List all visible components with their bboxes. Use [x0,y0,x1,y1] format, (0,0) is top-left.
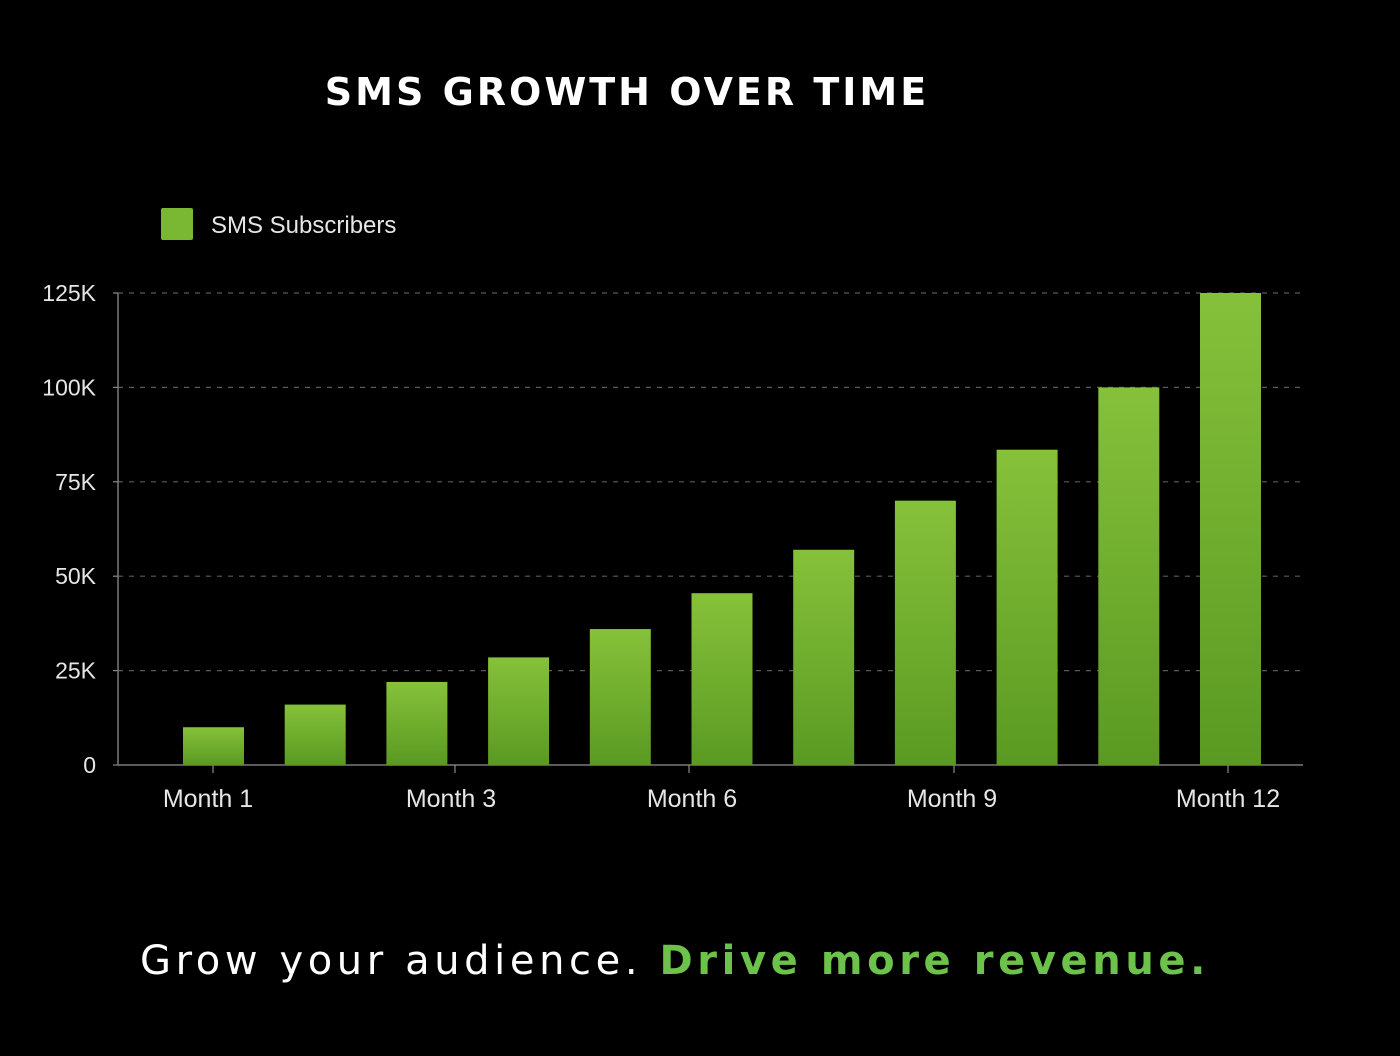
bar [996,449,1058,765]
x-tick-label: Month 6 [647,785,737,813]
bar [793,549,855,765]
y-tick-label: 125K [42,280,96,306]
legend-label: SMS Subscribers [211,212,396,239]
tagline: Grow your audience. Drive more revenue. [140,938,1210,984]
grid-lines [113,292,1303,766]
y-tick-label: 100K [42,374,96,400]
legend-swatch [161,208,193,240]
x-axis-ticks: Month 1 Month 3 Month 6 Month 9 Month 12 [163,765,1280,813]
x-tick-label: Month 12 [1176,785,1280,813]
bars [183,293,1261,765]
chart-title: SMS GROWTH OVER TIME [324,70,930,114]
bar [284,704,346,765]
bar [691,593,753,765]
x-tick-label: Month 3 [406,785,496,813]
tagline-plain: Grow your audience. [140,938,643,984]
bar [589,629,651,765]
bar [386,681,448,765]
y-tick-label: 75K [55,469,97,495]
bar [894,500,956,765]
bar [1098,387,1160,765]
y-tick-label: 0 [83,752,96,778]
bar [1200,293,1261,765]
tagline-accent: Drive more revenue. [659,938,1210,984]
legend[interactable]: SMS Subscribers [161,208,396,240]
y-axis-ticks: 0 25K 50K 75K 100K 125K [42,280,96,778]
x-tick-label: Month 1 [163,785,253,813]
bar [183,727,244,765]
bar [488,657,550,765]
y-tick-label: 50K [55,563,97,589]
y-tick-label: 25K [55,658,97,684]
x-tick-label: Month 9 [907,785,997,813]
